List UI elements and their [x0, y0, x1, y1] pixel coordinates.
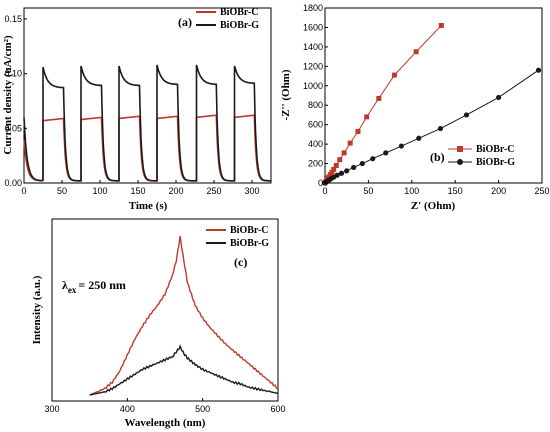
panel-a-xtick-label-3: 150: [130, 186, 145, 196]
panel-b-ytick-label-1: 200: [308, 159, 323, 169]
panel-c-xtick-label-2: 500: [195, 404, 210, 414]
panel-a-ytick-label-1: 0.05: [4, 123, 22, 133]
panel-b-point-biobr-c-14: [376, 95, 382, 101]
panel-b-point-biobr-g-8: [338, 170, 345, 176]
panel-c-annotation-symbol: λ: [62, 278, 68, 292]
panel-b-legend-marker-c: [457, 146, 463, 152]
panel-b-series-group: [322, 23, 542, 186]
panel-b-ticks: 0 50 100 150 200 250 0 200 400 600 800 1000 1200 1400…: [303, 3, 550, 196]
panel-b: 0 50 100 150 200 250 0 200 400 600 800 1000 1200 1400…: [280, 3, 550, 212]
panel-b-point-biobr-c-15: [391, 72, 397, 78]
panel-a-xtick-label-5: 250: [206, 186, 221, 196]
panel-c-xtick-label-1: 400: [120, 404, 135, 414]
panel-a-series-biobr-g: [23, 64, 271, 182]
panel-a-legend-label-c: BiOBr-C: [220, 7, 259, 18]
panel-c-annotation-value: = 250 nm: [78, 278, 126, 292]
panel-b-xtick-label-1: 50: [363, 186, 373, 196]
panel-b-point-biobr-c-8: [333, 163, 339, 168]
panel-c-label: (c): [234, 255, 247, 269]
panel-b-ytick-label-5: 1000: [303, 81, 323, 91]
panel-b-point-biobr-g-18: [496, 94, 502, 101]
panel-a-series-group: [23, 64, 271, 182]
panel-b-point-biobr-c-16: [413, 49, 419, 55]
panel-b-ytick-label-9: 1800: [303, 3, 323, 13]
panel-b-ytick-label-4: 800: [308, 100, 323, 110]
panel-b-point-biobr-c-12: [355, 128, 361, 134]
panel-b-point-biobr-g-10: [351, 164, 357, 171]
panel-c: 300 400 500 600 (c) BiOBr-C BiOBr-G λex = 25…: [31, 218, 286, 429]
panel-b-ytick-label-7: 1400: [303, 42, 323, 52]
panel-b-point-biobr-g-14: [398, 143, 404, 149]
panel-a-xtick-label-6: 300: [244, 186, 259, 196]
panel-a-xlabel: Time (s): [129, 200, 168, 212]
panel-c-legend: BiOBr-C BiOBr-G: [206, 225, 269, 249]
panel-b-point-biobr-g-13: [383, 150, 389, 156]
panel-c-xtick-label-3: 600: [270, 404, 285, 414]
panel-b-point-biobr-c-9: [337, 157, 343, 163]
panel-a-ticks: 0 50 100 150 200 250 300 0.00 0.05 0.10 0.15: [4, 14, 259, 196]
panel-a-xtick-label-1: 50: [57, 186, 67, 196]
panel-c-legend-label-g: BiOBr-G: [230, 238, 269, 249]
panel-c-series-biobr-g: [89, 344, 279, 396]
panel-b-xlabel: Z' (Ohm): [411, 200, 456, 212]
panel-b-ytick-label-0: 0: [318, 178, 323, 188]
panel-a-ytick-label-2: 0.10: [4, 69, 22, 79]
panel-c-xlabel: Wavelength (nm): [125, 417, 206, 429]
panel-c-series-biobr-c: [89, 235, 279, 396]
panel-a-ylabel: Current density (uA/cm²): [2, 35, 14, 155]
panel-b-series-line-biobr-c: [324, 25, 442, 184]
panel-b-xtick-label-5: 250: [534, 186, 549, 196]
panel-c-ylabel: Intensity (a.u.): [31, 275, 43, 344]
panel-b-ytick-label-6: 1200: [303, 61, 323, 71]
panel-b-point-biobr-g-16: [437, 125, 444, 132]
panel-b-legend-marker-g: [457, 159, 463, 165]
panel-b-legend-label-c: BiOBr-C: [476, 144, 515, 155]
panel-a-frame: [23, 7, 272, 184]
panel-b-point-biobr-c-10: [341, 150, 347, 156]
panel-c-annotation-sub: ex: [68, 285, 77, 295]
panel-b-ytick-label-2: 400: [308, 139, 323, 149]
panel-a-ytick-label-0: 0.00: [4, 178, 22, 188]
panel-b-legend: BiOBr-C BiOBr-G: [448, 144, 515, 168]
panel-b-label: (b): [430, 150, 445, 164]
panel-c-frame: [51, 218, 279, 402]
panel-b-point-biobr-g-17: [463, 112, 470, 118]
panel-b-point-biobr-c-13: [364, 114, 370, 120]
panel-c-annotation: λex = 250 nm: [62, 278, 126, 295]
panel-b-point-biobr-g-15: [416, 135, 422, 141]
panel-b-xtick-label-3: 150: [448, 186, 463, 196]
panel-a-legend: BiOBr-C BiOBr-G: [196, 7, 259, 31]
panel-a-legend-label-g: BiOBr-G: [220, 20, 259, 31]
panel-a-xtick-label-4: 200: [168, 186, 183, 196]
panel-b-point-biobr-g-12: [370, 156, 376, 162]
panel-b-point-biobr-c-17: [438, 23, 444, 28]
panel-b-ytick-label-3: 600: [308, 120, 323, 130]
panel-b-legend-label-g: BiOBr-G: [476, 157, 515, 168]
panel-b-point-biobr-c-11: [347, 140, 353, 146]
panel-b-point-biobr-g-19: [535, 67, 542, 73]
panel-c-series-group: [89, 235, 279, 396]
panel-c-ticks: 300 400 500 600: [44, 398, 286, 414]
panel-c-legend-label-c: BiOBr-C: [230, 225, 269, 236]
panel-b-xtick-label-4: 200: [491, 186, 506, 196]
panel-b-ytick-label-8: 1600: [303, 22, 323, 32]
panel-b-xtick-label-2: 100: [404, 186, 419, 196]
panel-b-point-biobr-g-9: [344, 168, 350, 174]
panel-a-ytick-label-3: 0.15: [4, 14, 22, 24]
panel-a-xtick-label-0: 0: [21, 186, 26, 196]
panel-b-point-biobr-c-7: [331, 166, 337, 172]
panel-c-xtick-label-0: 300: [44, 404, 59, 414]
panel-a-xtick-label-2: 100: [92, 186, 107, 196]
panel-b-frame: [324, 7, 543, 184]
panel-b-point-biobr-g-11: [359, 160, 365, 167]
panel-a: 0 50 100 150 200 250 300 0.00 0.05 0.10 0.15 (a) B…: [2, 7, 272, 212]
panel-b-point-biobr-c-6: [329, 169, 335, 175]
panel-b-xtick-label-0: 0: [322, 186, 327, 196]
panel-b-ylabel: -Z'' (Ohm): [280, 69, 292, 120]
panel-a-label: (a): [178, 15, 192, 29]
panel-b-point-biobr-g-7: [334, 172, 340, 178]
